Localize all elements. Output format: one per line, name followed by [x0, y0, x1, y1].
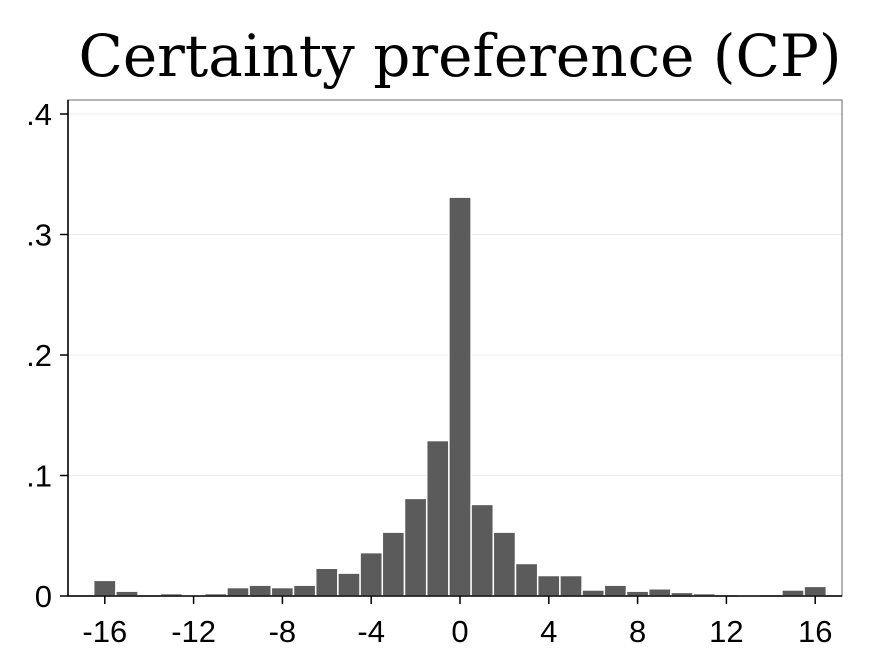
histogram-bar [514, 562, 539, 597]
histogram-bar [536, 574, 561, 597]
x-tick-label: 12 [709, 614, 743, 649]
histogram-bar [803, 585, 828, 597]
histogram-bar [314, 567, 339, 597]
histogram-bar [425, 439, 450, 597]
histogram-bar [781, 589, 805, 597]
histogram-bar [92, 579, 117, 597]
y-tick-label: .4 [26, 97, 52, 132]
chart-title: Certainty preference (CP) [78, 22, 842, 90]
histogram-bar [492, 531, 517, 597]
y-tick-label: .3 [26, 218, 52, 253]
histogram-bar [270, 586, 295, 597]
y-axis: 0 .1 .2 .3 .4 [26, 97, 69, 614]
histogram-bar [381, 531, 406, 597]
histogram-bar [248, 584, 273, 597]
x-tick-label: 8 [629, 614, 646, 649]
x-tick-label: -16 [82, 614, 127, 649]
histogram-bar [448, 196, 472, 597]
histogram-bar [337, 572, 361, 597]
bars [92, 196, 828, 597]
x-tick-label: 16 [798, 614, 832, 649]
x-axis: -16 -12 -8 -4 0 4 8 12 16 [68, 595, 842, 649]
histogram-bar [581, 589, 606, 597]
x-tick-label: 0 [451, 614, 468, 649]
x-tick-label: -12 [171, 614, 216, 649]
y-tick-label: .1 [26, 459, 52, 494]
histogram-bar [403, 497, 428, 597]
histogram-bar [647, 588, 672, 597]
histogram-bar [292, 584, 317, 597]
x-tick-label: -8 [269, 614, 297, 649]
x-tick-label: -4 [357, 614, 385, 649]
y-tick-label: .2 [26, 338, 52, 373]
histogram-bar [359, 551, 384, 597]
y-tick-label: 0 [35, 579, 52, 614]
histogram-bar [226, 586, 250, 597]
histogram-bar [559, 574, 583, 597]
x-tick-label: 4 [540, 614, 557, 649]
histogram-bar [603, 584, 628, 597]
histogram-bar [470, 503, 495, 597]
